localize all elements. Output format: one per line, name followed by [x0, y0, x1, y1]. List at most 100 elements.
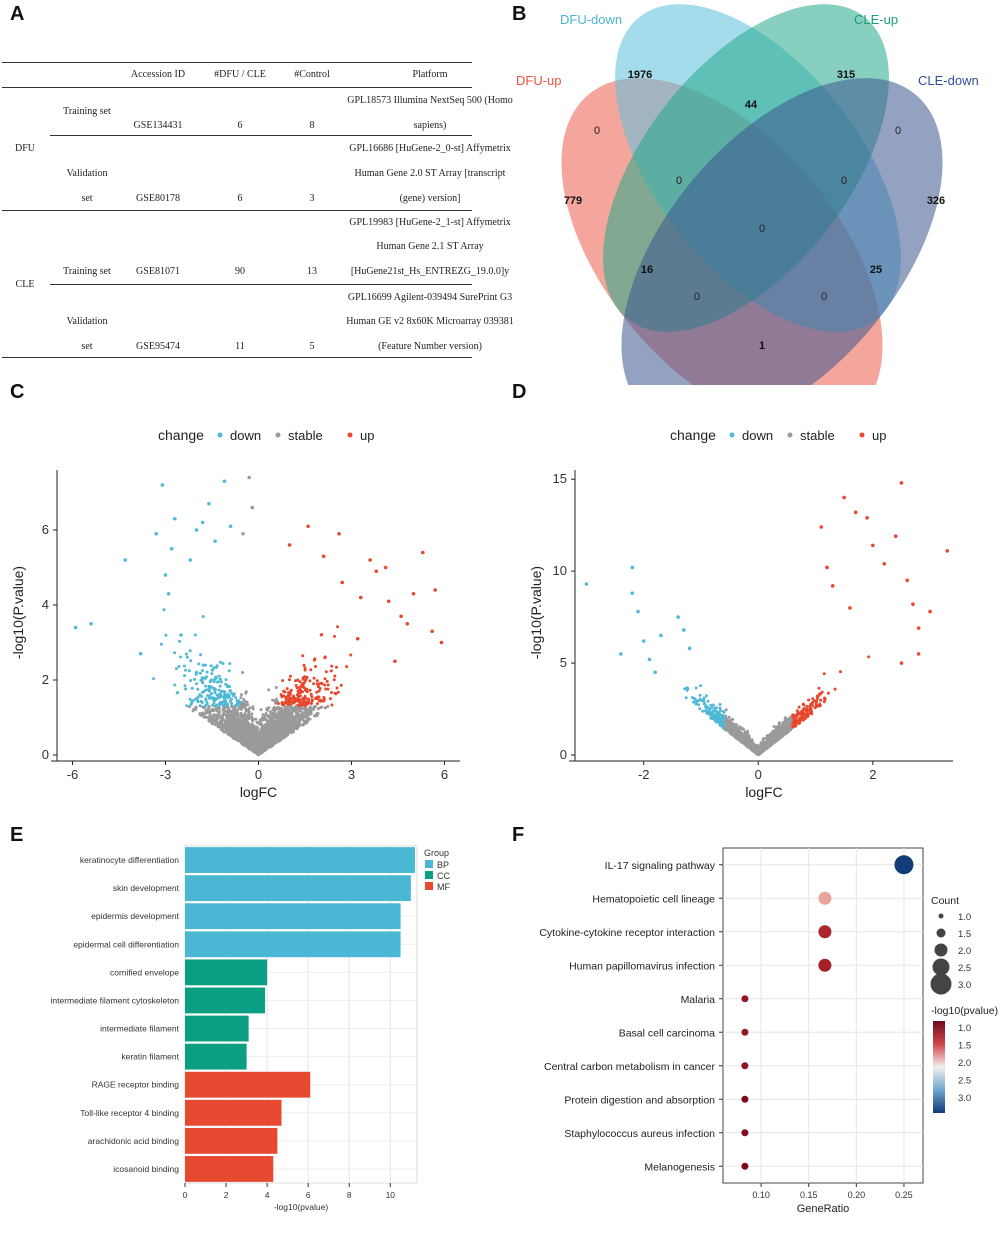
- point-stable: [212, 708, 216, 712]
- point-stable: [248, 714, 251, 718]
- point-down: [163, 573, 168, 577]
- color-legend-bar: [933, 1021, 945, 1113]
- x-axis-title: logFC: [745, 784, 782, 800]
- point-stable: [250, 743, 254, 747]
- point-stable: [261, 731, 265, 735]
- venn-count-cle-up-cle-down: 0: [895, 125, 901, 137]
- point-stable: [288, 719, 291, 723]
- row2-platform-line1: GPL16686 [HuGene-2_0-st] Affymetrix: [349, 143, 511, 154]
- point-up: [332, 678, 336, 682]
- point-down: [718, 706, 722, 710]
- row3-rule: [50, 284, 472, 285]
- point-stable: [725, 717, 729, 721]
- point-stable: [249, 729, 253, 733]
- point-up: [315, 690, 319, 694]
- point-down: [712, 717, 716, 721]
- x-tick-label: 3: [348, 767, 355, 782]
- point-down: [706, 699, 710, 703]
- point-down: [636, 609, 640, 614]
- point-stable: [289, 710, 293, 714]
- point-stable: [239, 725, 243, 729]
- point-stable: [229, 724, 233, 728]
- point-down: [152, 677, 156, 681]
- y-tick-label: 2: [42, 672, 49, 687]
- point-stable: [751, 746, 755, 750]
- point-stable: [319, 706, 322, 710]
- point-down: [709, 711, 712, 715]
- point-up: [281, 703, 285, 707]
- category-label: Protein digestion and absorption: [564, 1094, 715, 1106]
- point-down: [201, 681, 205, 685]
- y-tick-label: 6: [42, 522, 49, 537]
- point-down: [228, 699, 232, 703]
- point-stable: [226, 731, 230, 735]
- point-down: [715, 706, 719, 710]
- point-stable: [748, 740, 752, 744]
- point-down: [694, 686, 698, 690]
- point-stable: [264, 717, 268, 721]
- volcano-plot-d: change down stable up -2 0 2 0 5 10 15 logFC -log10(…: [528, 427, 953, 800]
- point-stable: [257, 745, 260, 749]
- point-stable: [256, 741, 260, 745]
- size-legend-dot: [934, 943, 948, 957]
- point-up: [318, 687, 322, 690]
- point-down: [685, 686, 689, 690]
- point-up: [301, 681, 305, 685]
- row3-control: 13: [307, 266, 317, 277]
- point-stable: [250, 746, 254, 750]
- point-stable: [300, 711, 304, 714]
- point-down: [173, 516, 177, 521]
- point-down: [704, 694, 708, 698]
- point-stable: [254, 717, 258, 721]
- point-up: [300, 685, 304, 688]
- point-stable: [240, 713, 244, 717]
- point-stable: [277, 716, 281, 720]
- venn-count-all-four: 0: [759, 223, 765, 235]
- point-stable: [271, 732, 275, 736]
- point-down: [699, 684, 703, 688]
- point-up: [305, 690, 309, 694]
- point-down: [218, 684, 222, 688]
- point-stable: [241, 671, 244, 674]
- color-legend-label: 1.5: [958, 1041, 971, 1052]
- legend-key-stable: [787, 432, 793, 438]
- point-up: [815, 694, 819, 698]
- point-down: [228, 524, 233, 529]
- point-down: [710, 716, 714, 719]
- point-up: [819, 525, 824, 529]
- point-stable: [271, 743, 275, 747]
- category-label: Hematopoietic cell lineage: [592, 893, 715, 905]
- point-stable: [312, 706, 316, 710]
- row3-set: Training set: [63, 266, 111, 277]
- point-up: [439, 640, 444, 645]
- point-stable: [222, 713, 226, 717]
- point-down: [230, 702, 234, 706]
- point-up: [301, 676, 305, 680]
- point-up: [339, 683, 343, 687]
- dot-6: [741, 1062, 749, 1070]
- x-tick-label: 0.15: [800, 1190, 818, 1200]
- point-stable: [295, 705, 299, 709]
- legend-label-BP: BP: [437, 860, 449, 870]
- y-axis-title: -log10(P.value): [10, 566, 26, 659]
- point-up: [893, 534, 898, 538]
- point-stable: [258, 748, 262, 752]
- point-down: [201, 690, 204, 694]
- dot-0: [894, 855, 914, 875]
- point-down: [235, 699, 239, 703]
- point-down: [214, 676, 218, 680]
- size-legend-label: 1.5: [958, 929, 971, 940]
- y-axis-title: -log10(P.value): [528, 566, 544, 659]
- y-tick-label: 15: [553, 471, 567, 486]
- point-stable: [723, 725, 727, 729]
- point-stable: [277, 725, 281, 729]
- point-stable: [261, 713, 265, 717]
- point-stable: [225, 709, 229, 713]
- point-down: [711, 709, 715, 713]
- point-down: [193, 633, 197, 637]
- point-up: [315, 679, 319, 683]
- point-stable: [259, 708, 263, 712]
- point-up: [284, 695, 288, 699]
- point-stable: [226, 721, 230, 725]
- row2-set-line2: set: [81, 193, 93, 204]
